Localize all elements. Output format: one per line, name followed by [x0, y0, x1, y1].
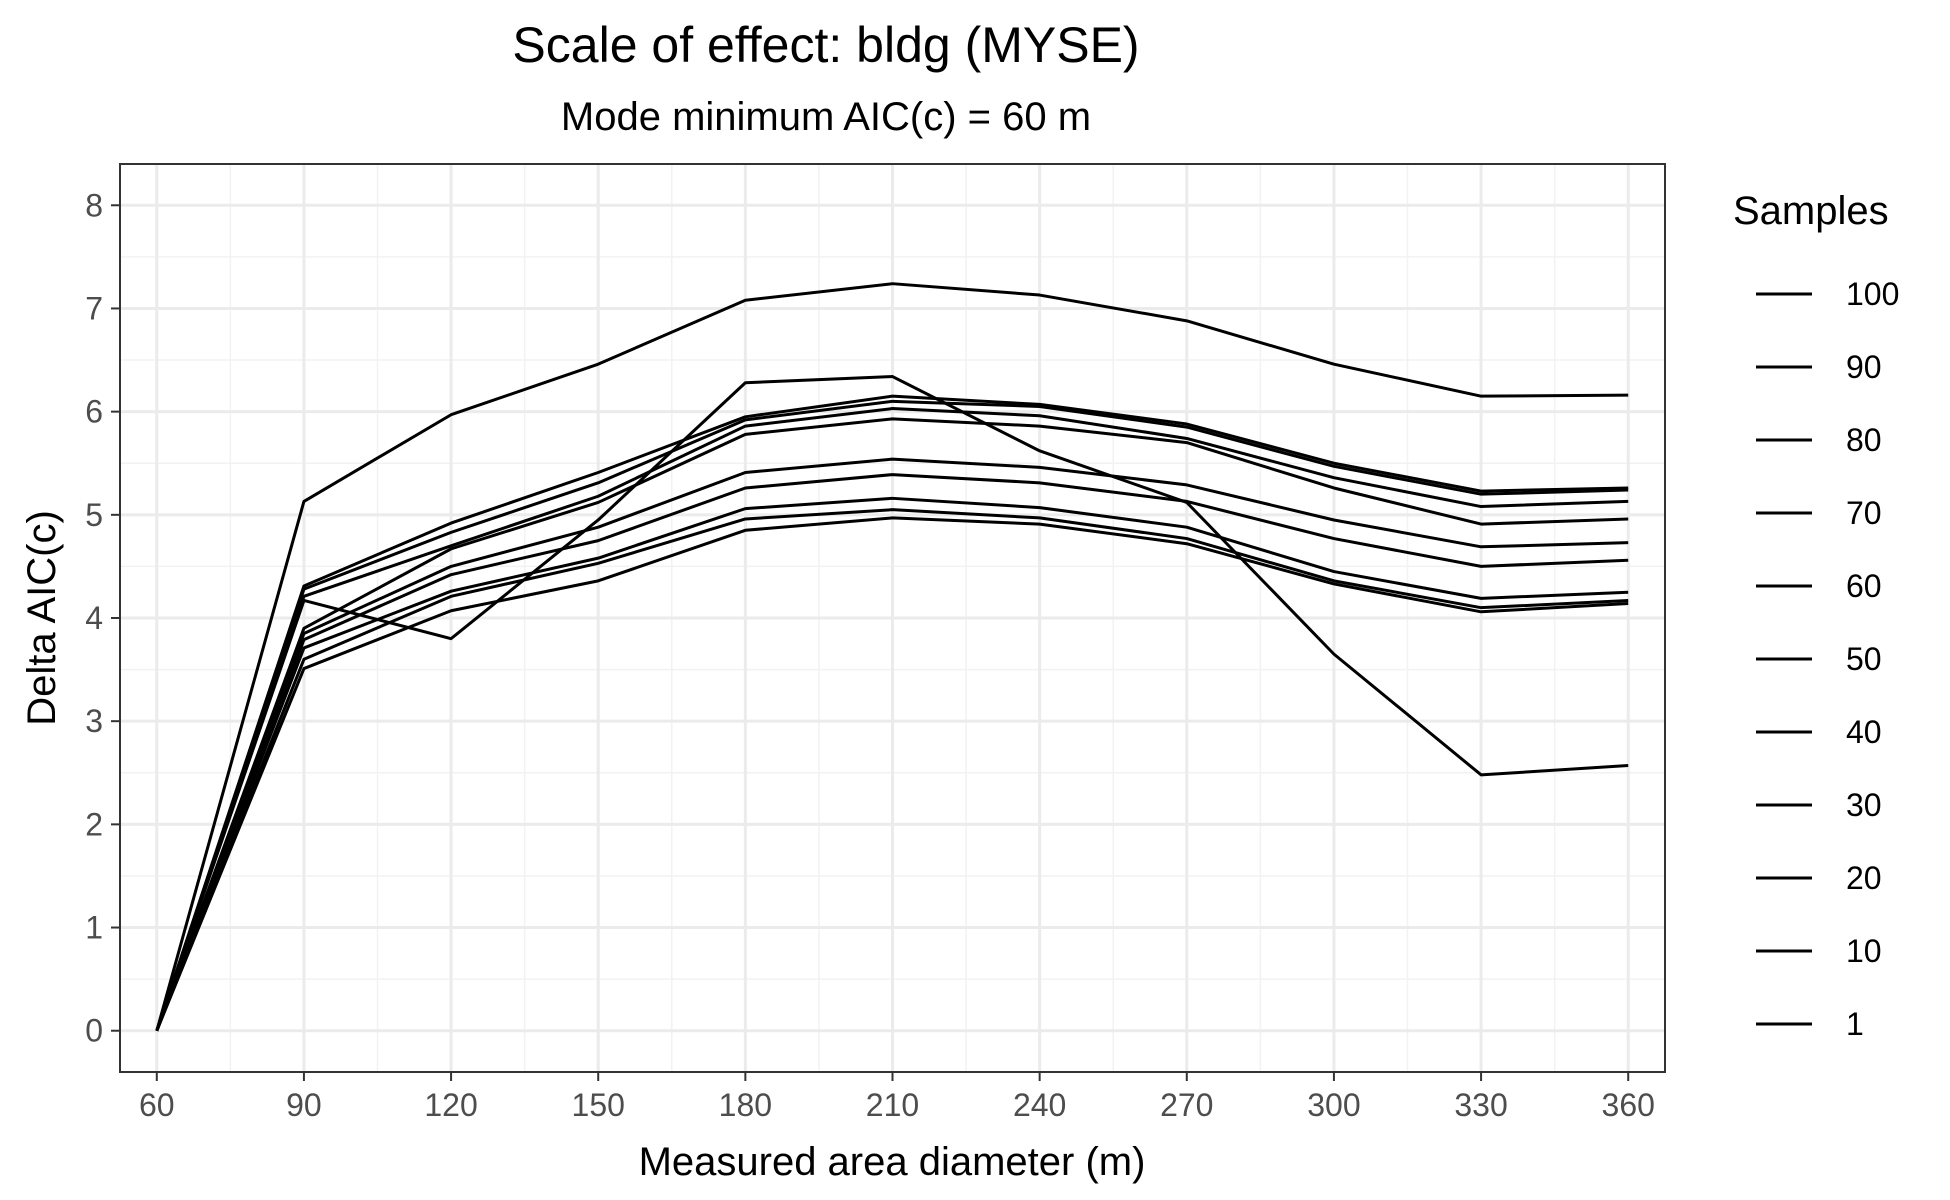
- series-lines: [155, 282, 1629, 1032]
- legend-label: 60: [1846, 568, 1882, 604]
- x-tick-label: 150: [572, 1087, 625, 1123]
- legend-label: 10: [1846, 933, 1882, 969]
- series-line-3: [155, 394, 1629, 1032]
- legend-label: 1: [1846, 1006, 1864, 1042]
- legend: Samples 100 90 80 70 60 50 40 30 20 10 1: [1733, 189, 1899, 1042]
- y-tick-label: 3: [85, 703, 103, 739]
- y-tick-label: 0: [85, 1013, 103, 1049]
- legend-label: 80: [1846, 422, 1882, 458]
- legend-label: 50: [1846, 641, 1882, 677]
- legend-label: 70: [1846, 495, 1882, 531]
- y-tick-label: 7: [85, 290, 103, 326]
- series-line-6: [155, 417, 1629, 1032]
- y-tick-label: 1: [85, 910, 103, 946]
- series-line-11: [155, 516, 1629, 1032]
- x-tick-label: 60: [139, 1087, 175, 1123]
- legend-items: 100 90 80 70 60 50 40 30 20 10 1: [1756, 276, 1899, 1042]
- legend-label: 90: [1846, 349, 1882, 385]
- chart-subtitle: Mode minimum AIC(c) = 60 m: [561, 95, 1091, 139]
- x-tick-label: 180: [719, 1087, 772, 1123]
- legend-label: 30: [1846, 787, 1882, 823]
- legend-label: 20: [1846, 860, 1882, 896]
- chart-title: Scale of effect: bldg (MYSE): [512, 17, 1139, 73]
- x-tick-label: 240: [1013, 1087, 1066, 1123]
- plot-panel: [119, 163, 1666, 1073]
- x-tick-label: 120: [424, 1087, 477, 1123]
- series-line-9: [155, 496, 1629, 1032]
- y-tick-label: 6: [85, 394, 103, 430]
- x-tick-label: 270: [1160, 1087, 1213, 1123]
- legend-title: Samples: [1733, 189, 1889, 233]
- legend-label: 100: [1846, 276, 1899, 312]
- x-tick-label: 360: [1602, 1087, 1655, 1123]
- series-line-5: [155, 407, 1629, 1032]
- series-line-4: [155, 399, 1629, 1032]
- x-tick-label: 330: [1454, 1087, 1507, 1123]
- series-line-1: [155, 282, 1629, 1032]
- y-tick-label: 4: [85, 600, 103, 636]
- y-tick-label: 2: [85, 806, 103, 842]
- series-line-8: [155, 473, 1629, 1032]
- x-tick-label: 210: [866, 1087, 919, 1123]
- y-tick-label: 8: [85, 187, 103, 223]
- major-gridlines: [120, 164, 1665, 1072]
- series-line-2: [155, 375, 1629, 1032]
- x-tick-label: 90: [286, 1087, 322, 1123]
- y-tick-label: 5: [85, 497, 103, 533]
- x-axis-title: Measured area diameter (m): [639, 1140, 1146, 1184]
- series-line-7: [155, 457, 1629, 1032]
- legend-label: 40: [1846, 714, 1882, 750]
- y-axis: 0 1 2 3 4 5 6 7 8: [85, 187, 120, 1049]
- x-axis: 60 90 120 150 180 210 240 270 300 330 360: [139, 1072, 1655, 1123]
- y-axis-title: Delta AIC(c): [20, 510, 64, 726]
- series-line-10: [155, 508, 1629, 1032]
- x-tick-label: 300: [1307, 1087, 1360, 1123]
